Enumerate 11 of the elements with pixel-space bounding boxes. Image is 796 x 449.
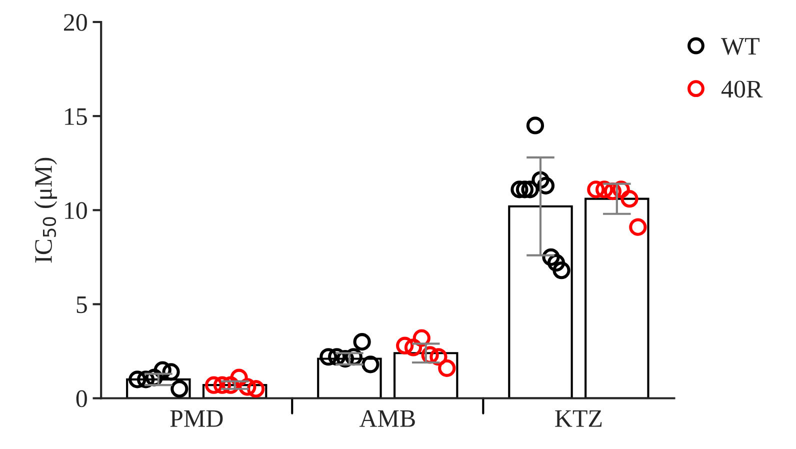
y-tick-label: 15 xyxy=(65,108,87,125)
legend-label: WT xyxy=(721,38,760,55)
y-tick-label: 5 xyxy=(76,296,87,314)
x-tick-label: PMD xyxy=(170,410,223,427)
legend-label: 40R xyxy=(721,80,763,98)
x-tick-label: KTZ xyxy=(555,410,602,427)
y-axis-title: IC$_{50}$ (μM) xyxy=(34,158,58,263)
y-tick-label: 20 xyxy=(64,14,87,31)
x-tick-label: AMB xyxy=(359,410,415,427)
y-tick-label: 0 xyxy=(76,390,87,408)
y-tick-label: 10 xyxy=(65,202,87,220)
